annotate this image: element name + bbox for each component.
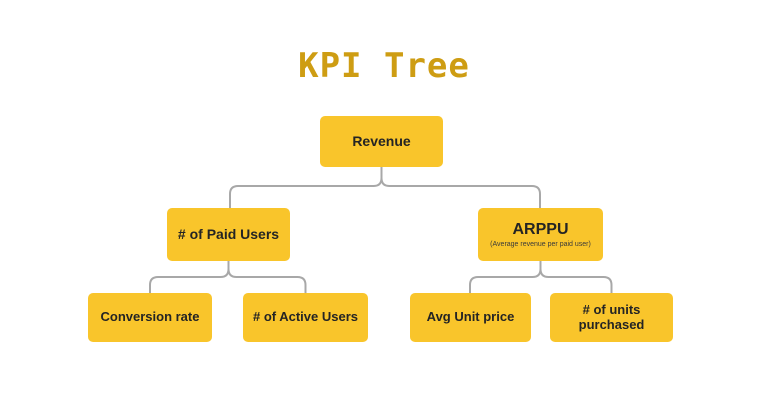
node-revenue: Revenue — [320, 116, 443, 167]
node-paid-users: # of Paid Users — [167, 208, 290, 261]
connector-paid-users-to-active-users — [227, 261, 307, 293]
node-active-users: # of Active Users — [243, 293, 368, 342]
node-units-purchased-label: # of units purchased — [578, 302, 645, 332]
node-avg-unit-price: Avg Unit price — [410, 293, 531, 342]
connector-revenue-to-paid-users — [229, 167, 383, 208]
node-arppu: ARPPU (Average revenue per paid user) — [478, 208, 603, 261]
node-units-purchased: # of units purchased — [550, 293, 673, 342]
connector-arppu-to-avg-unit-price — [469, 261, 542, 293]
node-active-users-label: # of Active Users — [252, 309, 358, 325]
diagram-title: KPI Tree — [298, 46, 470, 86]
connector-arppu-to-units-purchased — [539, 261, 613, 293]
connector-paid-users-to-conversion-rate — [149, 261, 230, 293]
node-avg-unit-price-label: Avg Unit price — [426, 309, 515, 325]
node-arppu-sublabel: (Average revenue per paid user) — [490, 240, 591, 248]
connector-revenue-to-arppu — [380, 167, 541, 208]
node-conversion-rate-label: Conversion rate — [100, 309, 200, 325]
node-arppu-label: ARPPU — [512, 221, 569, 239]
node-paid-users-label: # of Paid Users — [177, 225, 280, 242]
node-revenue-label: Revenue — [352, 132, 411, 149]
node-conversion-rate: Conversion rate — [88, 293, 212, 342]
